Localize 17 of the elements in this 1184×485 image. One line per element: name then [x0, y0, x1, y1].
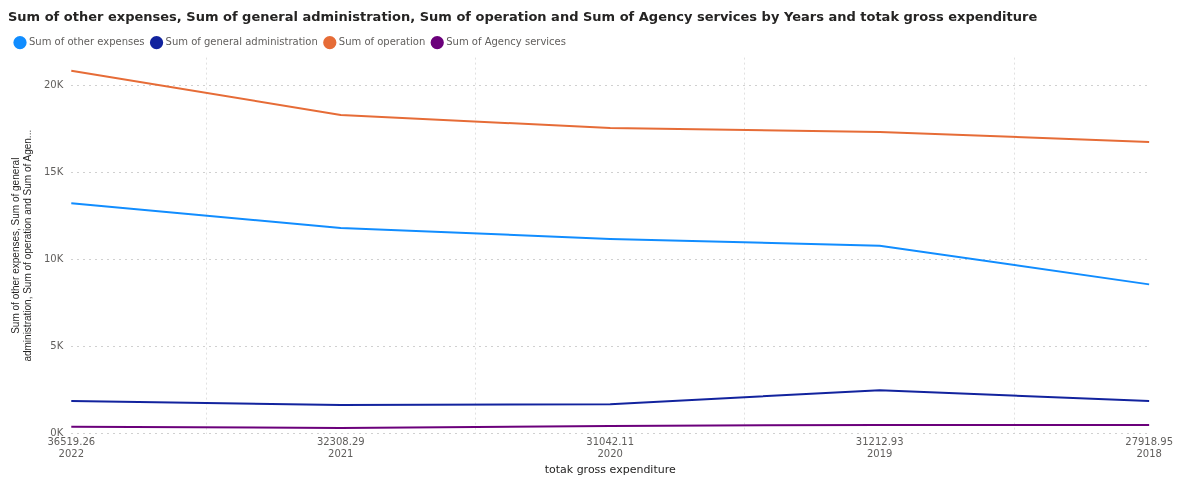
y-tick-label: 15K — [43, 166, 64, 178]
chart-title: Sum of other expenses, Sum of general administration, Sum of operation and Sum of Agency services by Years and totak gross expenditure — [8, 9, 1038, 25]
legend-label: Sum of other expenses — [29, 36, 145, 48]
legend-label: Sum of operation — [338, 36, 426, 48]
x-tick-label: 32308.29 2021 — [316, 436, 365, 460]
legend-label: Sum of Agency services — [446, 36, 566, 48]
y-tick-label: 0K — [50, 427, 64, 439]
legend-label: Sum of general administration — [165, 36, 318, 48]
x-tick-label: 36519.26 2022 — [47, 436, 96, 460]
x-tick-label: 31212.93 2019 — [855, 436, 904, 460]
y-tick-label: 20K — [43, 79, 64, 91]
y-axis-title: Sum of other expenses, Sum of general administration, Sum of operation and Sum of Agen... — [9, 129, 33, 362]
y-tick-label: 5K — [50, 340, 64, 352]
x-tick-label: 31042.11 2020 — [586, 436, 635, 460]
x-axis-title: totak gross expenditure — [544, 463, 676, 477]
y-tick-label: 10K — [43, 253, 64, 265]
x-tick-label: 27918.95 2018 — [1125, 436, 1173, 460]
